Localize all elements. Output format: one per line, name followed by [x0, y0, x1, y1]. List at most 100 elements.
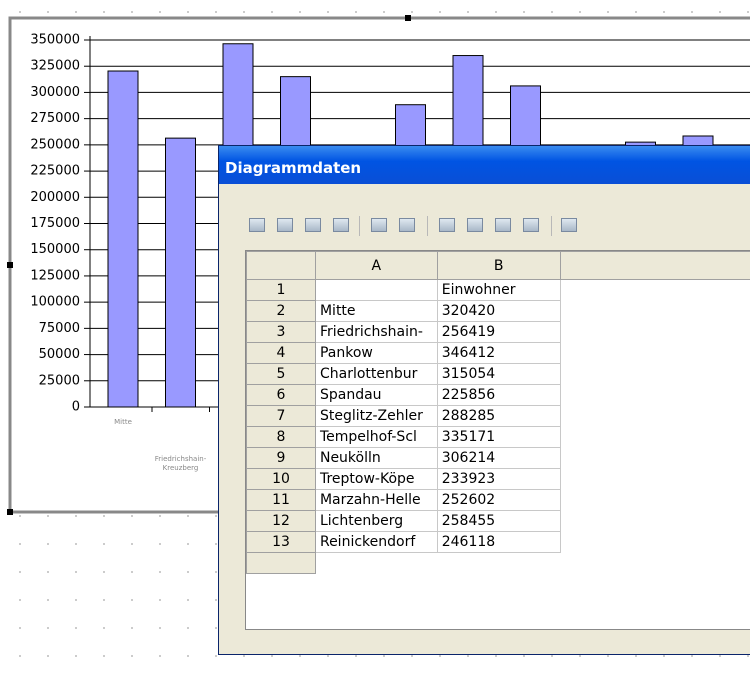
tool-button[interactable]: [523, 218, 539, 232]
row: 5 Charlottenbur 315054: [246, 363, 750, 385]
cell: Treptow-Köpe: [314, 468, 438, 490]
row: 6 Spandau 225856: [246, 384, 750, 406]
row-header: 11: [246, 489, 316, 511]
tool-button[interactable]: [495, 218, 511, 232]
row: 4 Pankow 346412: [246, 342, 750, 364]
cell: 320420: [436, 300, 561, 322]
y-tick-label: 50000: [39, 347, 80, 362]
cell: 252602: [436, 489, 561, 511]
y-tick-label: 325000: [30, 59, 80, 74]
y-tick-label: 125000: [30, 268, 80, 283]
column-header: [559, 251, 750, 280]
cell: 335171: [436, 426, 561, 448]
dialog-title: Diagrammdaten: [219, 146, 750, 184]
tool-button[interactable]: [305, 218, 321, 232]
data-grid: A B 1 Einwohner 2 Mitte 320420 3 Friedrichshain-…: [245, 250, 750, 630]
row: 7 Steglitz-Zehler 288285: [246, 405, 750, 427]
row: 10 Treptow-Köpe 233923: [246, 468, 750, 490]
tool-button[interactable]: [249, 218, 265, 232]
row-header: 2: [246, 300, 316, 322]
tool-button[interactable]: [439, 218, 455, 232]
handle: [7, 262, 13, 268]
cell: 288285: [436, 405, 561, 427]
cell: Charlottenbur: [314, 363, 438, 385]
data-table: A B 1 Einwohner 2 Mitte 320420 3 Friedrichshain-…: [246, 251, 750, 574]
row-header: 7: [246, 405, 316, 427]
corner: [246, 251, 316, 280]
y-tick-label: 75000: [39, 321, 80, 336]
row-header: 3: [246, 321, 316, 343]
row-header: 5: [246, 363, 316, 385]
row: 1 Einwohner: [246, 279, 750, 301]
cell: [314, 279, 438, 301]
cell: 225856: [436, 384, 561, 406]
separator: [427, 216, 428, 236]
handle: [7, 509, 13, 515]
handle: [405, 15, 411, 21]
row: 12 Lichtenberg 258455: [246, 510, 750, 532]
cell: 233923: [436, 468, 561, 490]
row: 9 Neukölln 306214: [246, 447, 750, 469]
row-header: 6: [246, 384, 316, 406]
row: 3 Friedrichshain- 256419: [246, 321, 750, 343]
cell: 258455: [436, 510, 561, 532]
cell: Steglitz-Zehler: [314, 405, 438, 427]
cell: 246118: [436, 531, 561, 553]
separator: [551, 216, 552, 236]
cell: 346412: [436, 342, 561, 364]
separator: [359, 216, 360, 236]
row: 11 Marzahn-Helle 252602: [246, 489, 750, 511]
y-tick-label: 150000: [30, 242, 80, 257]
cell: 256419: [436, 321, 561, 343]
column-header: B: [436, 251, 561, 280]
cell: Marzahn-Helle: [314, 489, 438, 511]
tool-button[interactable]: [399, 218, 415, 232]
tool-button[interactable]: [561, 218, 577, 232]
row: 2 Mitte 320420: [246, 300, 750, 322]
row-header: 9: [246, 447, 316, 469]
y-tick-label: 175000: [30, 216, 80, 231]
tool-button[interactable]: [371, 218, 387, 232]
y-tick-label: 225000: [30, 164, 80, 179]
x-tick-label: Mitte: [114, 418, 132, 426]
tool-button[interactable]: [467, 218, 483, 232]
y-tick-label: 350000: [30, 33, 80, 48]
row: 8 Tempelhof-Scl 335171: [246, 426, 750, 448]
cell: Tempelhof-Scl: [314, 426, 438, 448]
row: 13 Reinickendorf 246118: [246, 531, 750, 553]
row-header: 10: [246, 468, 316, 490]
cell: Neukölln: [314, 447, 438, 469]
row-header: 4: [246, 342, 316, 364]
cell: Pankow: [314, 342, 438, 364]
y-tick-label: 275000: [30, 111, 80, 126]
cell: Reinickendorf: [314, 531, 438, 553]
row: [246, 552, 750, 574]
cell: Friedrichshain-: [314, 321, 438, 343]
y-tick-label: 25000: [39, 373, 80, 388]
cell: 315054: [436, 363, 561, 385]
tool-button[interactable]: [333, 218, 349, 232]
y-tick-label: 100000: [30, 295, 80, 310]
x-tick-label: Friedrichshain-Kreuzberg: [154, 455, 207, 472]
row-header: 12: [246, 510, 316, 532]
cell: Einwohner: [436, 279, 561, 301]
bar: [107, 70, 139, 408]
tool-button[interactable]: [277, 218, 293, 232]
y-tick-label: 200000: [30, 190, 80, 205]
row-header: 1: [246, 279, 316, 301]
y-tick-label: 300000: [30, 85, 80, 100]
column-header: A: [314, 251, 438, 280]
row-header: 13: [246, 531, 316, 553]
cell: Lichtenberg: [314, 510, 438, 532]
row-header: 8: [246, 426, 316, 448]
y-tick-label: 250000: [30, 137, 80, 152]
cell: 306214: [436, 447, 561, 469]
y-tick-label: 0: [72, 400, 80, 415]
bar: [165, 137, 196, 408]
dialog[interactable]: Diagrammdaten A B 1 Einwohner 2 Mitte 320420 3 F…: [218, 145, 750, 655]
cell: Mitte: [314, 300, 438, 322]
row-header: [246, 552, 316, 574]
cell: Spandau: [314, 384, 438, 406]
